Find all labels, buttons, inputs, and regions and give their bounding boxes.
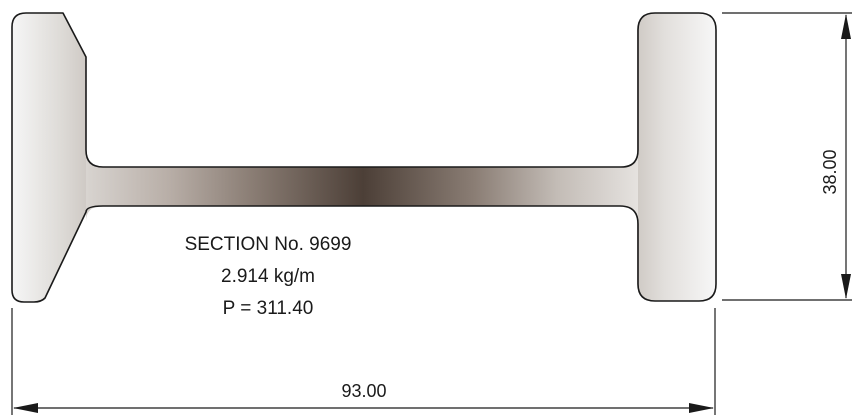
profile-outline xyxy=(11,12,717,303)
profile-shape xyxy=(12,13,716,302)
section-title: SECTION No. 9699 xyxy=(185,234,352,255)
width-dimension xyxy=(11,308,716,415)
right-flange xyxy=(637,13,716,301)
height-value: 38.00 xyxy=(820,149,840,194)
width-arrow-right xyxy=(689,403,714,413)
web xyxy=(86,150,638,226)
left-flange xyxy=(12,13,86,302)
height-arrow-bottom xyxy=(841,274,851,299)
width-value: 93.00 xyxy=(341,381,386,401)
height-arrow-top xyxy=(841,14,851,39)
section-perimeter: P = 311.40 xyxy=(223,298,314,319)
width-arrow-left xyxy=(13,403,38,413)
section-weight: 2.914 kg/m xyxy=(221,266,315,287)
height-dimension xyxy=(722,12,852,301)
